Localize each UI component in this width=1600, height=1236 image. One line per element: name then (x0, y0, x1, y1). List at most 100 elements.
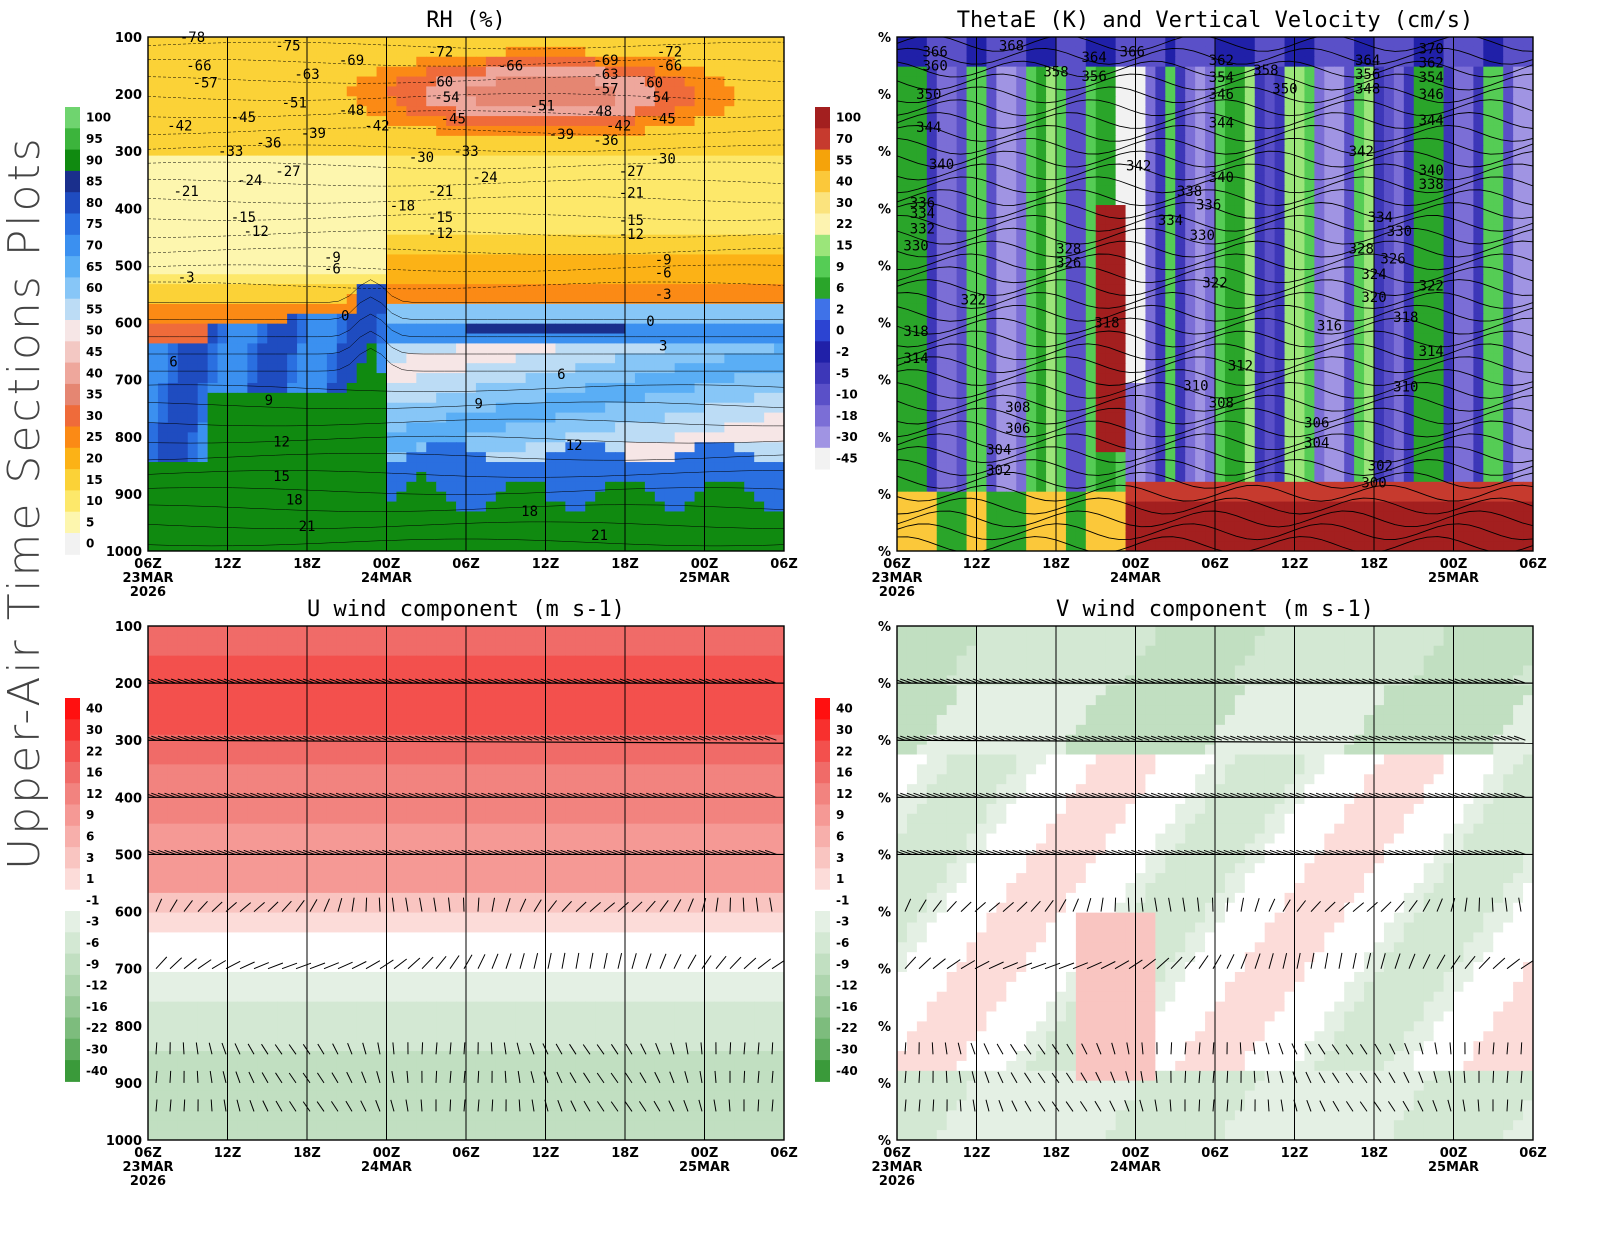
rh-cell (495, 343, 507, 354)
rh-cell (426, 284, 437, 295)
rh-cell (615, 155, 626, 167)
rh-cell (495, 294, 507, 305)
thetae-cell (986, 224, 997, 236)
rh-cell (376, 106, 388, 117)
rh-cell (704, 531, 716, 542)
rh-cell (207, 195, 219, 206)
rh-cell (177, 96, 189, 107)
rh-cell (475, 333, 487, 345)
rh-cell (565, 303, 576, 315)
thetae-cell (1085, 56, 1097, 68)
rh-cell (525, 402, 537, 414)
thetae-cell (1085, 205, 1097, 216)
rh-cell (207, 462, 219, 473)
thetae-cell (1016, 224, 1027, 236)
rh-cell (505, 442, 517, 453)
rh-cell (466, 46, 477, 58)
thetae-cell (1284, 244, 1296, 256)
rh-cell (257, 412, 268, 424)
thetae-cell (1304, 116, 1315, 127)
rh-cell (446, 323, 457, 335)
rh-colorbar-label: 25 (86, 430, 103, 444)
rh-cell (386, 501, 398, 513)
rh-contour-label: -33 (218, 144, 243, 160)
rh-cell (605, 135, 616, 147)
rh-cell (426, 412, 437, 424)
rh-cell (575, 313, 586, 325)
rh-cell (157, 214, 169, 226)
rh-cell (376, 175, 388, 186)
rh-cell (207, 125, 219, 137)
rh-cell (575, 373, 586, 384)
thetae-cell (1135, 254, 1147, 265)
rh-cell (257, 313, 268, 325)
rh-cell (187, 382, 199, 394)
rh-cell (684, 96, 696, 107)
thetae-cell (1433, 37, 1445, 48)
rh-cell (426, 294, 437, 305)
rh-y-tick: 1000 (106, 545, 142, 560)
thetae-cell (1334, 56, 1345, 68)
thetae-cell (1205, 244, 1216, 256)
rh-cell (148, 452, 159, 463)
thetae-cell (1453, 234, 1465, 246)
rh-cell (297, 521, 308, 532)
thetae-cell (1423, 76, 1435, 88)
rh-cell (724, 96, 735, 107)
rh-cell (346, 234, 358, 246)
rh-cell (396, 511, 407, 522)
rh-cell (684, 254, 696, 265)
thetae-cell (1026, 254, 1037, 265)
rh-cell (207, 165, 219, 176)
rh-cell (326, 66, 338, 78)
rh-cell (177, 116, 189, 127)
rh-cell (406, 106, 417, 117)
rh-cell (545, 501, 557, 513)
thetae-cell (1125, 96, 1137, 107)
rh-cell (217, 96, 229, 107)
rh-cell (724, 363, 735, 374)
rh-cell (148, 254, 159, 265)
rh-cell (605, 511, 616, 522)
thetae-cell (906, 205, 918, 216)
thetae-cell (1065, 106, 1077, 117)
rh-cell (316, 195, 328, 206)
thetae-cell (1046, 155, 1057, 167)
rh-cell (535, 135, 547, 147)
rh-cell (525, 511, 537, 522)
rh-cell (495, 313, 507, 325)
rh-contour-line (148, 264, 784, 272)
rh-cell (595, 46, 606, 58)
rh-x-tick: 06Z (770, 557, 798, 572)
thetae-cell (1314, 56, 1325, 68)
rh-cell (466, 37, 477, 48)
rh-cell (346, 76, 358, 88)
rh-cell (684, 66, 696, 78)
rh-cell (356, 96, 368, 107)
rh-cell (535, 76, 547, 88)
rh-cell (436, 462, 447, 473)
rh-cell (595, 392, 606, 404)
thetae-cell (1205, 205, 1216, 216)
thetae-cell (1453, 86, 1465, 97)
rh-cell (545, 244, 557, 256)
thetae-cell (1493, 37, 1504, 48)
rh-cell (684, 284, 696, 295)
rh-cell (456, 234, 467, 246)
rh-cell (247, 205, 258, 216)
thetae-cell (1075, 165, 1087, 176)
rh-cell (466, 442, 477, 453)
thetae-cell (1085, 96, 1097, 107)
rh-cell (416, 373, 427, 384)
rh-cell (247, 195, 258, 206)
thetae-cell (1354, 165, 1365, 176)
rh-contour-label: -36 (593, 133, 618, 149)
thetae-cell (1145, 214, 1156, 226)
rh-cell (177, 56, 189, 68)
rh-cell (247, 66, 258, 78)
thetae-cell (1205, 224, 1216, 236)
rh-cell (734, 343, 745, 354)
thetae-cell (946, 155, 958, 167)
rh-cell (744, 116, 755, 127)
rh-cell (277, 333, 288, 345)
